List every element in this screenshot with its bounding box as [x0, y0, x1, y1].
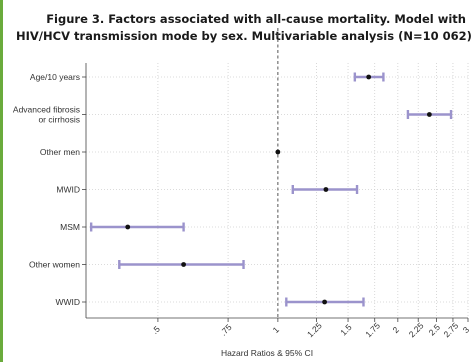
- x-tick-label-6: 2: [390, 324, 401, 335]
- row-label-5: Other women: [29, 260, 80, 270]
- label-layer: .5 .75 1 1.25 1.5 1.75 2 2.25 2.5 2.75 3 Age/10 yea…: [13, 72, 471, 339]
- row-label-2: Other men: [40, 147, 80, 157]
- figure-title-line-1: Figure 3. Factors associated with all-ca…: [46, 12, 466, 26]
- hr-point-0: [366, 74, 372, 80]
- hr-point-2: [275, 149, 281, 155]
- marks-layer: [89, 72, 453, 307]
- hr-point-5: [181, 262, 186, 267]
- hr-point-3: [323, 187, 329, 192]
- x-axis-label: Hazard Ratios & 95% CI: [221, 348, 313, 358]
- x-tick-label-9: 2.75: [441, 320, 460, 339]
- axis-layer: [82, 28, 469, 322]
- figure-title-line-2: HIV/HCV transmission mode by sex. Multiv…: [16, 28, 472, 43]
- row-label-1-line-0: Advanced fibrosis: [13, 105, 80, 115]
- row-label-0: Age/10 years: [30, 72, 80, 82]
- x-tick-label-7: 2.25: [407, 320, 426, 339]
- x-tick-label-10: 3: [461, 324, 472, 335]
- x-tick-label-2: 1: [271, 324, 282, 335]
- x-tick-label-0: .5: [150, 324, 162, 336]
- x-tick-label-3: 1.25: [305, 320, 324, 339]
- row-label-3: MWID: [56, 185, 80, 195]
- x-tick-label-1: .75: [218, 322, 234, 338]
- x-tick-label-8: 2.5: [427, 322, 443, 338]
- row-label-6: WWID: [55, 297, 80, 307]
- hr-point-1: [426, 112, 432, 117]
- hr-point-4: [125, 224, 131, 230]
- figure-title: Figure 3. Factors associated with all-ca…: [16, 11, 472, 44]
- row-label-1-line-1: or cirrhosis: [38, 115, 80, 125]
- x-tick-label-4: 1.5: [338, 322, 354, 338]
- hr-point-6: [322, 299, 328, 305]
- x-tick-label-5: 1.75: [363, 320, 382, 339]
- grid-layer: [86, 63, 469, 318]
- accent-bar: [0, 0, 3, 362]
- row-label-4: MSM: [60, 222, 80, 232]
